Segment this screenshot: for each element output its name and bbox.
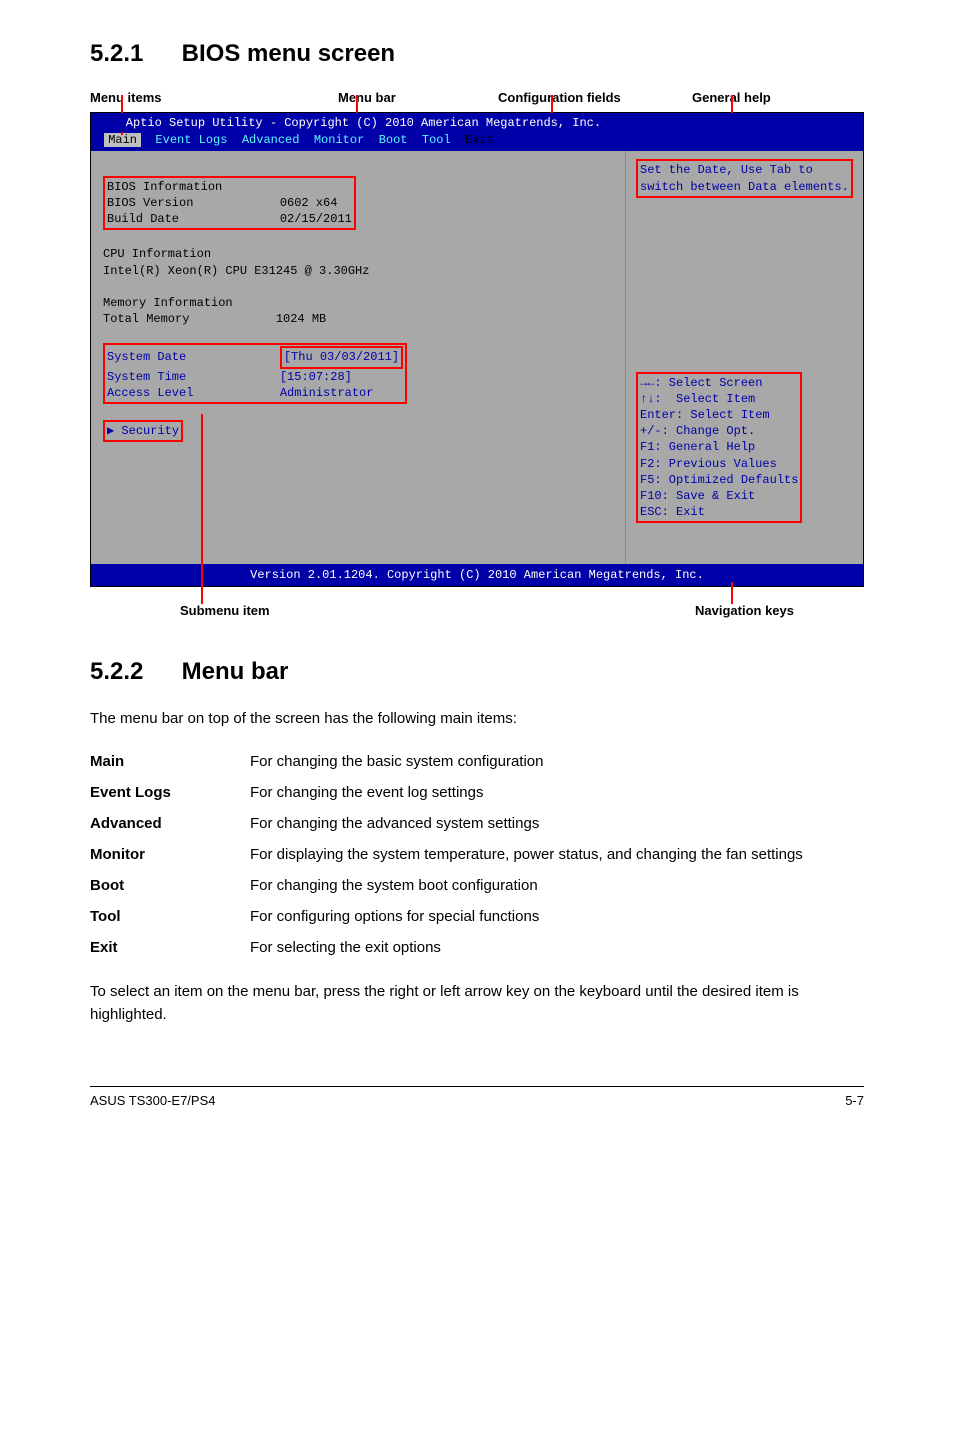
cpu-info-l1: CPU Information xyxy=(103,247,211,261)
nav-l5: F1: General Help xyxy=(640,440,755,454)
red-outline-date-val: [Thu 03/03/2011] xyxy=(280,346,403,368)
def-key: Event Logs xyxy=(90,777,250,808)
def-val: For changing the advanced system setting… xyxy=(250,808,864,839)
bios-info-l1: BIOS Information xyxy=(107,180,222,194)
nav-l4: +/-: Change Opt. xyxy=(640,424,755,438)
page-footer: ASUS TS300-E7/PS4 5-7 xyxy=(90,1093,864,1108)
table-row: AdvancedFor changing the advanced system… xyxy=(90,808,864,839)
nav-l2: ↑↓: Select Item xyxy=(640,392,755,406)
footer-page-num: 5-7 xyxy=(845,1093,864,1108)
label-menu-items: Menu items xyxy=(90,90,162,105)
red-outline-nav: →←: Select Screen ↑↓: Select Item Enter:… xyxy=(636,372,802,524)
red-outline-help: Set the Date, Use Tab to switch between … xyxy=(636,159,853,197)
mem-info-l1: Memory Information xyxy=(103,296,233,310)
tab-monitor[interactable]: Monitor xyxy=(314,133,364,147)
tab-advanced[interactable]: Advanced xyxy=(242,133,300,147)
red-outline-bios-info: BIOS Information BIOS Version 0602 x64 B… xyxy=(103,176,356,231)
tab-boot[interactable]: Boot xyxy=(379,133,408,147)
def-key: Exit xyxy=(90,932,250,963)
bios-body: BIOS Information BIOS Version 0602 x64 B… xyxy=(91,151,863,563)
bios-menubar: Main Event Logs Advanced Monitor Boot To… xyxy=(91,132,863,151)
sys-date-val[interactable]: [Thu 03/03/2011] xyxy=(284,350,399,364)
tab-main[interactable]: Main xyxy=(104,133,141,147)
def-key: Tool xyxy=(90,901,250,932)
security-submenu[interactable]: Security xyxy=(114,424,179,438)
def-val: For changing the system boot configurati… xyxy=(250,870,864,901)
red-outline-system: System Date [Thu 03/03/2011] System Time… xyxy=(103,343,407,404)
section-title-text: BIOS menu screen xyxy=(182,40,395,67)
table-row: BootFor changing the system boot configu… xyxy=(90,870,864,901)
bottom-labels-row: Submenu item Navigation keys xyxy=(90,603,864,618)
table-row: MonitorFor displaying the system tempera… xyxy=(90,839,864,870)
table-row: Event LogsFor changing the event log set… xyxy=(90,777,864,808)
mem-info-l2: Total Memory 1024 MB xyxy=(103,312,326,326)
tab-event-logs[interactable]: Event Logs xyxy=(155,133,227,147)
red-outline-security: ▶ Security xyxy=(103,420,183,442)
cpu-info-l2: Intel(R) Xeon(R) CPU E31245 @ 3.30GHz xyxy=(103,264,369,278)
def-val: For displaying the system temperature, p… xyxy=(250,839,864,870)
def-key: Monitor xyxy=(90,839,250,870)
access-level-label: Access Level xyxy=(107,386,193,400)
def-val: For selecting the exit options xyxy=(250,932,864,963)
section-num: 5.2.2 xyxy=(90,658,175,686)
intro-paragraph: The menu bar on top of the screen has th… xyxy=(90,708,864,731)
table-row: ExitFor selecting the exit options xyxy=(90,932,864,963)
bios-header: Aptio Setup Utility - Copyright (C) 2010… xyxy=(91,113,863,132)
help-l1: Set the Date, Use Tab to xyxy=(640,163,813,177)
def-key: Advanced xyxy=(90,808,250,839)
access-level-val: Administrator xyxy=(280,386,374,400)
label-config-fields: Configuration fields xyxy=(498,90,621,105)
def-key: Main xyxy=(90,746,250,777)
bios-right-pane: Set the Date, Use Tab to switch between … xyxy=(625,151,863,563)
def-key: Boot xyxy=(90,870,250,901)
leader-line xyxy=(731,582,733,604)
sys-time-val[interactable]: [15:07:28] xyxy=(280,370,352,384)
bios-info-l3: Build Date 02/15/2011 xyxy=(107,212,352,226)
section-heading-521: 5.2.1 BIOS menu screen xyxy=(90,40,864,68)
section-heading-522: 5.2.2 Menu bar xyxy=(90,658,864,686)
def-val: For changing the event log settings xyxy=(250,777,864,808)
nav-l9: ESC: Exit xyxy=(640,505,705,519)
bios-footer: Version 2.01.1204. Copyright (C) 2010 Am… xyxy=(91,564,863,586)
section-num: 5.2.1 xyxy=(90,40,175,68)
top-labels-row: Menu items Menu bar Configuration fields… xyxy=(90,90,864,108)
table-row: ToolFor configuring options for special … xyxy=(90,901,864,932)
tab-tool[interactable]: Tool xyxy=(422,133,451,147)
nav-l1: →←: Select Screen xyxy=(640,376,762,390)
table-row: MainFor changing the basic system config… xyxy=(90,746,864,777)
section-title-text: Menu bar xyxy=(182,658,289,685)
nav-l8: F10: Save & Exit xyxy=(640,489,755,503)
nav-l3: Enter: Select Item xyxy=(640,408,770,422)
bios-info-l2: BIOS Version 0602 x64 xyxy=(107,196,337,210)
outro-paragraph: To select an item on the menu bar, press… xyxy=(90,981,864,1026)
sys-date-label[interactable]: System Date xyxy=(107,350,186,364)
label-navigation-keys: Navigation keys xyxy=(695,603,794,618)
leader-line xyxy=(201,414,203,604)
label-submenu-item: Submenu item xyxy=(180,603,270,618)
nav-l7: F5: Optimized Defaults xyxy=(640,473,798,487)
footer-divider xyxy=(90,1086,864,1087)
nav-l6: F2: Previous Values xyxy=(640,457,777,471)
label-menu-bar: Menu bar xyxy=(338,90,396,105)
definitions-table: MainFor changing the basic system config… xyxy=(90,746,864,963)
nav-keys-block: →←: Select Screen ↑↓: Select Item Enter:… xyxy=(636,372,855,556)
context-help-block: Set the Date, Use Tab to switch between … xyxy=(636,159,855,309)
bios-screenshot: Aptio Setup Utility - Copyright (C) 2010… xyxy=(90,112,864,587)
tab-exit[interactable]: Exit xyxy=(465,133,494,147)
def-val: For changing the basic system configurat… xyxy=(250,746,864,777)
bios-left-pane: BIOS Information BIOS Version 0602 x64 B… xyxy=(91,151,625,563)
sys-time-label[interactable]: System Time xyxy=(107,370,186,384)
def-val: For configuring options for special func… xyxy=(250,901,864,932)
help-l2: switch between Data elements. xyxy=(640,180,849,194)
footer-product: ASUS TS300-E7/PS4 xyxy=(90,1093,216,1108)
